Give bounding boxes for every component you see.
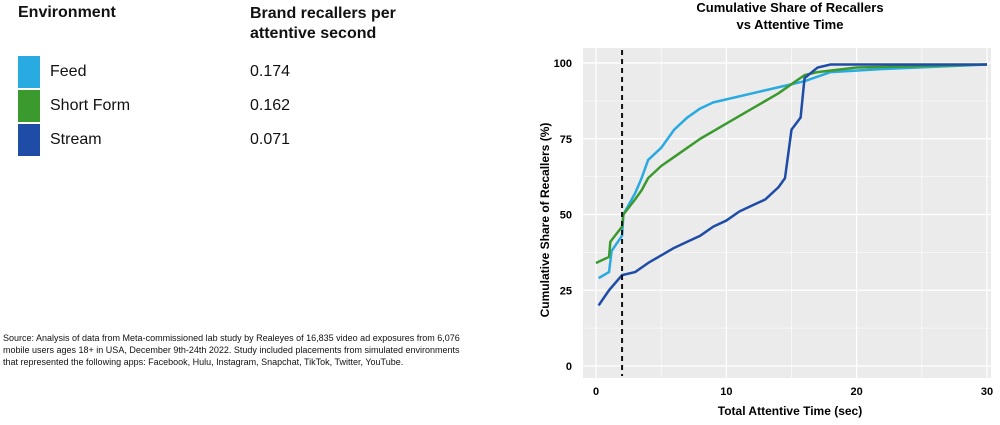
chart-title: vs Attentive Time xyxy=(737,17,844,32)
x-tick-label: 10 xyxy=(720,386,732,398)
x-tick-label: 20 xyxy=(851,386,863,398)
y-tick-label: 75 xyxy=(560,134,572,146)
table-row: Feed 0.174 xyxy=(18,56,478,88)
source-note: Source: Analysis of data from Meta-commi… xyxy=(3,333,460,367)
recallers-value: 0.162 xyxy=(250,97,291,114)
environment-label: Stream xyxy=(50,131,102,148)
y-axis-label: Cumulative Share of Recallers (%) xyxy=(538,123,552,318)
chart-title: Cumulative Share of Recallers xyxy=(696,0,883,15)
color-swatch xyxy=(18,56,40,88)
y-tick-label: 25 xyxy=(560,285,572,297)
col-header-environment: Environment xyxy=(18,4,116,21)
x-tick-label: 30 xyxy=(981,386,993,398)
series-line-stream xyxy=(597,63,987,307)
plot-background xyxy=(583,48,991,378)
color-swatch xyxy=(18,124,40,156)
series-line-short-form xyxy=(595,63,988,265)
col-header-recallers: Brand recallers per attentive second xyxy=(250,5,396,42)
y-tick-label: 100 xyxy=(554,58,572,70)
x-axis-label: Total Attentive Time (sec) xyxy=(718,404,862,418)
x-tick-label: 0 xyxy=(593,386,599,398)
y-tick-label: 50 xyxy=(560,210,572,222)
environment-label: Short Form xyxy=(50,97,131,114)
table-row: Stream 0.071 xyxy=(18,124,478,156)
environment-label: Feed xyxy=(50,63,87,80)
recallers-value: 0.174 xyxy=(250,63,291,80)
table-row: Short Form 0.162 xyxy=(18,90,478,122)
color-swatch xyxy=(18,90,40,122)
recallers-value: 0.071 xyxy=(250,131,291,148)
y-tick-label: 0 xyxy=(566,361,572,373)
